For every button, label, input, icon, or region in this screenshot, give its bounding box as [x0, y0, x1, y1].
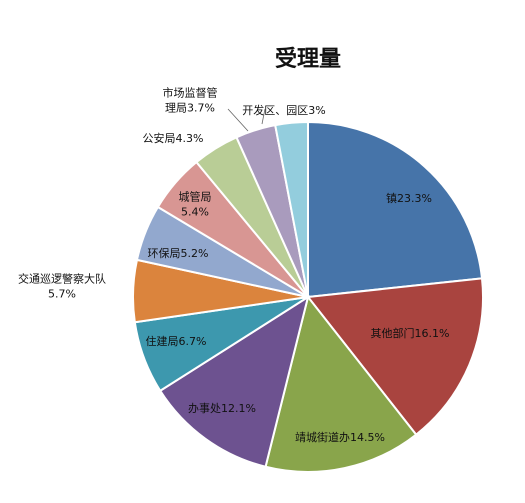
slice-label-8: 城管局 5.4%: [179, 190, 212, 219]
pie-slice-11: [274, 120, 309, 298]
slice-label-3: 靖城街道办14.5%: [295, 430, 385, 444]
slice-label-line: 理局3.7%: [165, 102, 215, 115]
pie-slice-2: [306, 277, 484, 437]
slice-label-1: 镇23.3%: [386, 191, 432, 205]
slice-label-line: 住建局6.7%: [146, 334, 207, 348]
slice-label-line: 靖城街道办14.5%: [295, 430, 385, 444]
slice-label-line: 城管局: [179, 190, 212, 204]
slice-label-line: 公安局4.3%: [143, 131, 204, 145]
slice-label-line: 5.7%: [48, 288, 76, 301]
slice-label-5: 住建局6.7%: [146, 334, 207, 348]
slice-label-line: 开发区、园区3%: [242, 103, 325, 117]
slice-label-7: 环保局5.2%: [148, 246, 209, 260]
slice-label-10: 市场监督管理局3.7%: [163, 86, 218, 115]
pie-slice-4: [158, 294, 310, 468]
slice-label-line: 5.4%: [181, 206, 209, 219]
slice-label-line: 环保局5.2%: [148, 246, 209, 260]
slice-label-line: 其他部门16.1%: [371, 326, 450, 340]
slice-label-11: 开发区、园区3%: [242, 103, 325, 117]
slice-label-line: 办事处12.1%: [188, 402, 256, 415]
chart-title: 受理量: [275, 46, 341, 72]
slice-labels: 镇23.3% 其他部门16.1% 靖城街道办14.5% 办事处12.1% 住建局6.7%…: [18, 86, 449, 445]
slice-label-line: 市场监督管: [163, 86, 218, 100]
pie-slices: [132, 120, 484, 473]
slice-label-9: 公安局4.3%: [143, 131, 204, 145]
slice-label-6: 交通巡逻警察大队 5.7%: [18, 272, 106, 301]
pie-slice-3: [264, 294, 418, 473]
pie-slice-1: [307, 120, 484, 299]
slice-label-2: 其他部门16.1%: [371, 326, 450, 340]
leader-line-1: [227, 108, 249, 132]
leader-line-2: [261, 108, 266, 125]
slice-label-line: 镇23.3%: [386, 191, 432, 205]
slice-label-4: 办事处12.1%: [188, 402, 256, 415]
slice-label-line: 交通巡逻警察大队: [18, 272, 106, 286]
